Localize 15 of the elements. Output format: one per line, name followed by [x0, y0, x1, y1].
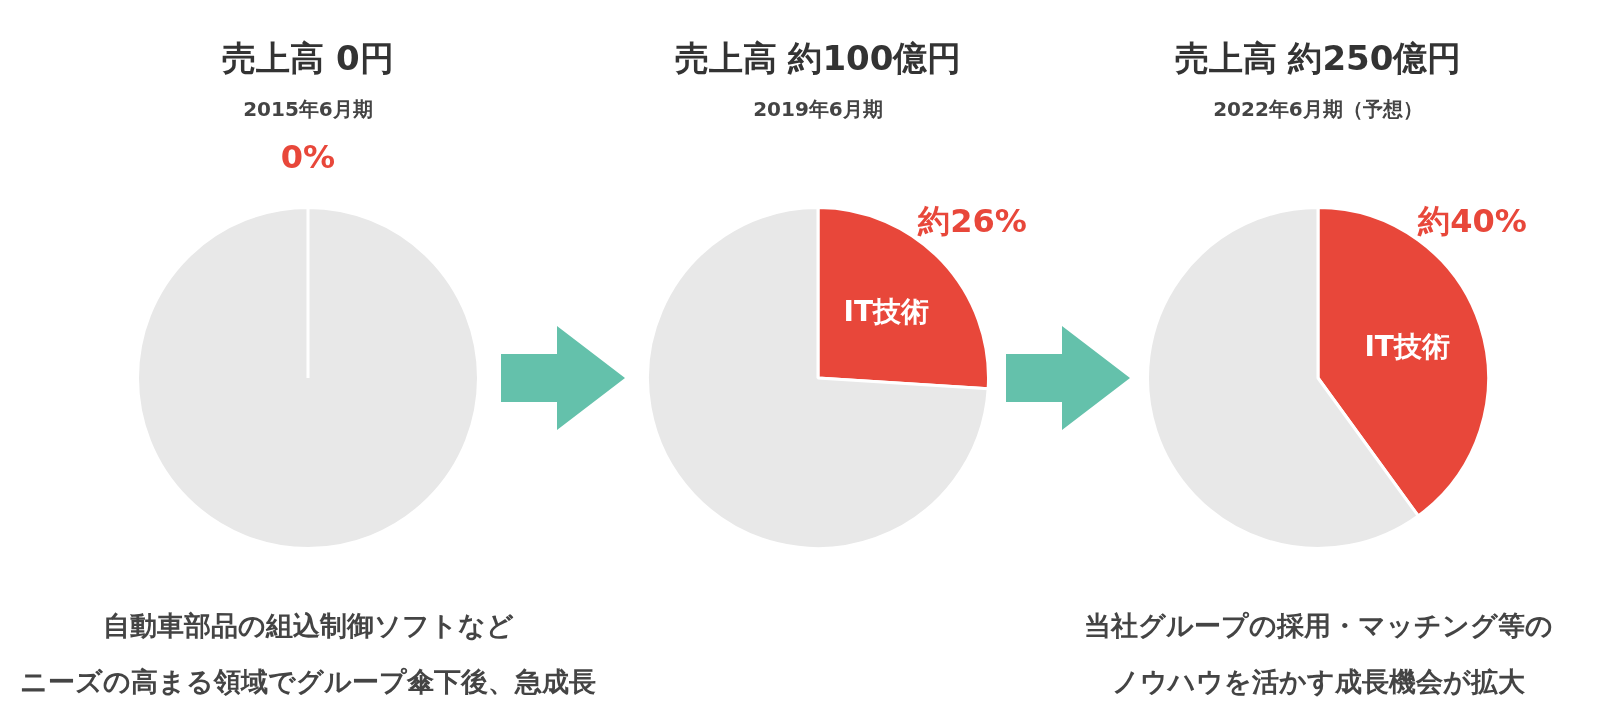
text: 0%: [280, 137, 336, 176]
chart-subtitle: 2022年6月期（予想）: [1212, 96, 1424, 123]
chart-title: 売上高 約100億円: [673, 37, 963, 80]
chart-title: 売上高 0円: [221, 37, 395, 80]
chart-subtitle: 2019年6月期: [752, 96, 884, 123]
text: ニーズの高まる領域でグループ傘下後、急成長: [19, 665, 597, 699]
text: 自動車部品の組込制御ソフトなど: [101, 609, 515, 643]
chart-subtitle: 2015年6月期: [242, 96, 374, 123]
data-label: 約40%: [1417, 201, 1527, 240]
text: ノウハウを活かす成長機会が拡大: [1110, 665, 1526, 699]
chart-title: 売上高 約250億円: [1173, 37, 1463, 80]
text: 当社グループの採用・マッチング等の: [1082, 609, 1554, 643]
data-label: 約26%: [917, 201, 1027, 240]
slice-label: IT技術: [843, 295, 930, 329]
slice-label: IT技術: [1364, 330, 1450, 364]
